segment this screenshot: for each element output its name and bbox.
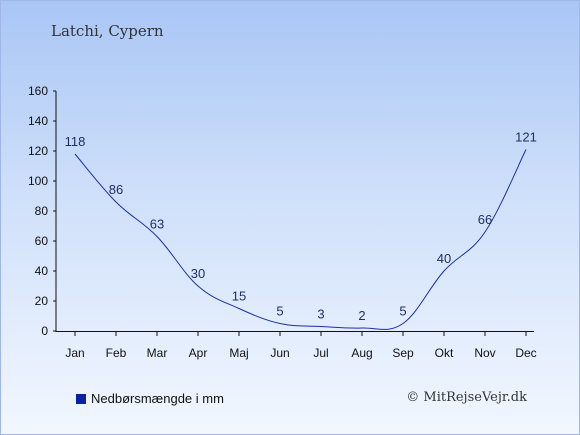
legend-label: Nedbørsmængde i mm	[91, 391, 224, 406]
x-tick-label: Jun	[270, 346, 289, 360]
copyright-text: © MitRejseVejr.dk	[406, 390, 527, 405]
y-tick-label: 0	[41, 324, 48, 338]
data-label: 30	[191, 266, 205, 281]
x-axis-ticks: Jan Feb Mar Apr Maj Jun Jul Aug Sep Okt Nov Dec	[65, 331, 537, 360]
y-tick-label: 40	[35, 264, 49, 278]
x-tick-label: Maj	[229, 346, 248, 360]
data-label: 121	[515, 130, 537, 145]
axes	[55, 91, 534, 332]
y-tick-label: 160	[28, 84, 48, 98]
data-label: 3	[317, 307, 324, 322]
y-axis-ticks: 0 20 40 60 80 100 120 140 160	[28, 84, 56, 338]
x-tick-label: Jan	[65, 346, 84, 360]
y-tick-label: 100	[28, 174, 48, 188]
chart-title: Latchi, Cypern	[51, 22, 164, 40]
data-labels: 118 86 63 30 15 5 3 2 5 40 66 121	[65, 130, 537, 324]
x-tick-label: Sep	[392, 346, 414, 360]
y-tick-label: 60	[35, 234, 49, 248]
series-line	[74, 149, 527, 330]
x-tick-label: Jul	[313, 346, 328, 360]
x-tick-label: Apr	[189, 346, 208, 360]
y-tick-label: 140	[28, 114, 48, 128]
data-label: 15	[232, 289, 246, 304]
data-label: 86	[109, 182, 123, 197]
legend: Nedbørsmængde i mm	[76, 391, 224, 406]
x-tick-label: Okt	[435, 346, 454, 360]
data-label: 5	[276, 304, 283, 319]
data-label: 63	[150, 217, 164, 232]
x-tick-label: Aug	[351, 346, 372, 360]
data-label: 118	[65, 134, 86, 149]
legend-swatch	[76, 393, 86, 404]
x-tick-label: Feb	[106, 346, 127, 360]
x-tick-label: Nov	[474, 346, 495, 360]
data-label: 40	[437, 251, 451, 266]
x-tick-label: Dec	[515, 346, 536, 360]
x-tick-label: Mar	[147, 346, 168, 360]
y-tick-label: 120	[28, 144, 48, 158]
data-label: 66	[478, 212, 492, 227]
y-tick-label: 80	[35, 204, 49, 218]
data-label: 2	[358, 308, 365, 323]
data-label: 5	[399, 304, 406, 319]
y-tick-label: 20	[35, 294, 49, 308]
